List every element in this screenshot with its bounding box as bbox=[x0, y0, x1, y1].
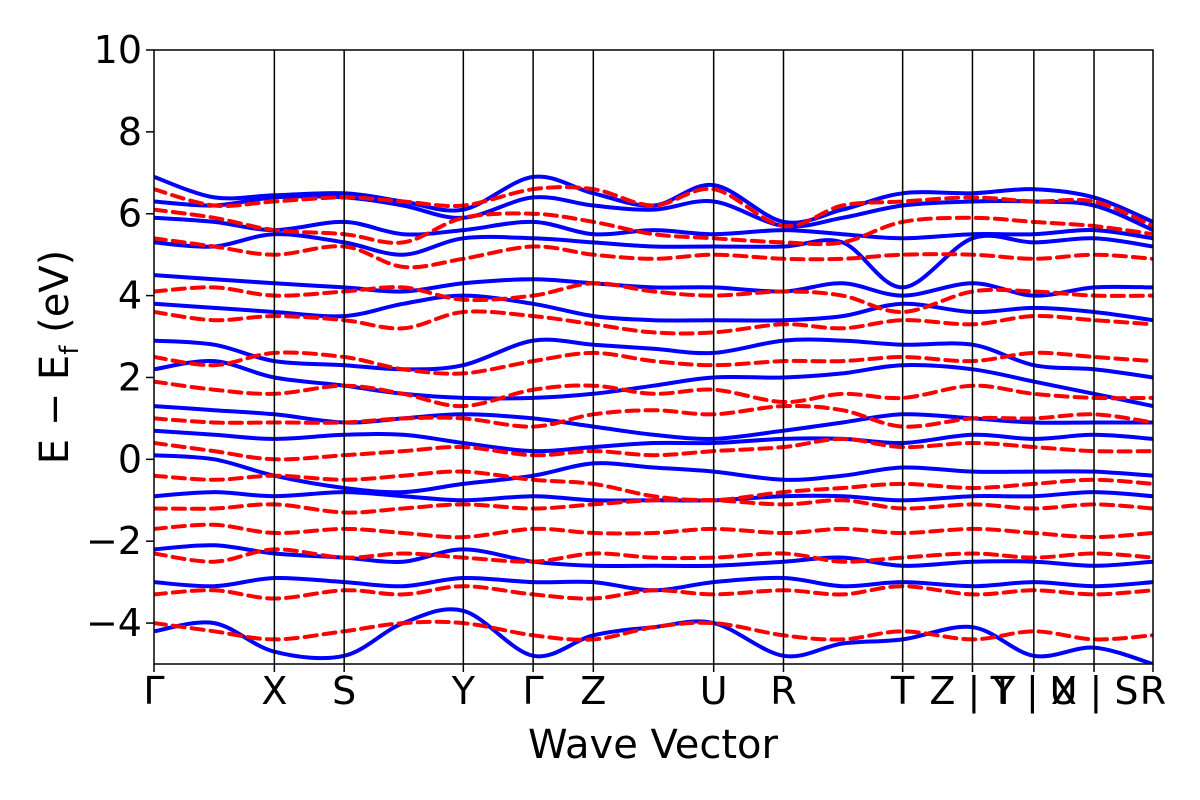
band-solid-blue-3 bbox=[154, 232, 1153, 290]
band-dashed-red-9 bbox=[154, 469, 1153, 503]
y-axis-title: E − Ef (eV) bbox=[32, 250, 85, 465]
band-solid-blue-10 bbox=[154, 453, 1153, 495]
y-tick-label: 4 bbox=[118, 274, 142, 318]
y-axis-title-prefix: E − E bbox=[32, 355, 78, 465]
x-tick-label: U | S bbox=[1050, 669, 1139, 714]
y-tick-label: 8 bbox=[118, 110, 142, 154]
band-solid-blue-9 bbox=[154, 428, 1153, 454]
y-tick-label: 10 bbox=[94, 28, 142, 72]
x-tick-label: T bbox=[890, 669, 915, 713]
band-solid-blue-4 bbox=[154, 273, 1153, 298]
x-tick-label: Z bbox=[580, 669, 606, 713]
kpoint-divider-lines bbox=[273, 50, 1095, 664]
y-axis-title-subscript: f bbox=[55, 345, 85, 355]
band-dashed-red-12 bbox=[154, 547, 1153, 564]
band-dashed-red-4 bbox=[154, 309, 1153, 336]
x-tick-label: U bbox=[700, 669, 728, 713]
x-tick-label: R bbox=[770, 669, 796, 713]
band-dashed-red-13 bbox=[154, 584, 1153, 601]
band-dashed-red-0 bbox=[154, 185, 1153, 229]
x-tick-label: R bbox=[1140, 669, 1166, 713]
band-dashed-red-7 bbox=[154, 403, 1153, 429]
x-axis-title: Wave Vector bbox=[528, 722, 779, 768]
band-dashed-red-8 bbox=[154, 436, 1153, 462]
band-dashed-red-5 bbox=[154, 350, 1153, 376]
x-tick-label: Z | Y bbox=[929, 669, 1016, 714]
y-axis-ticks: −4 −2 0 2 4 6 8 10 bbox=[86, 28, 154, 645]
band-dashed-red-11 bbox=[154, 522, 1153, 540]
band-solid-blue-5 bbox=[154, 293, 1153, 323]
x-tick-label: Γ bbox=[523, 669, 544, 713]
band-dashed-red-3 bbox=[154, 281, 1153, 315]
x-tick-label: S bbox=[332, 669, 356, 713]
band-dashed-red-1 bbox=[154, 207, 1153, 247]
x-tick-label: Y bbox=[451, 669, 476, 713]
plot-frame bbox=[153, 49, 1154, 665]
y-tick-label: 2 bbox=[118, 355, 142, 399]
band-dashed-red-14 bbox=[154, 619, 1153, 642]
band-dashed-red-6 bbox=[154, 379, 1153, 409]
y-axis-title-suffix: (eV) bbox=[32, 250, 78, 346]
bands-layer bbox=[154, 174, 1153, 664]
x-tick-label: Γ bbox=[143, 669, 164, 713]
y-tick-label: −2 bbox=[86, 519, 142, 563]
y-tick-label: 0 bbox=[118, 437, 142, 481]
band-solid-blue-7 bbox=[154, 358, 1153, 409]
y-tick-label: 6 bbox=[118, 192, 142, 236]
x-tick-label: X bbox=[261, 669, 287, 713]
x-tick-label: T | X bbox=[990, 669, 1077, 714]
band-dashed-red-2 bbox=[154, 236, 1153, 270]
band-dashed-red-10 bbox=[154, 497, 1153, 515]
band-solid-blue-6 bbox=[154, 337, 1153, 380]
y-tick-label: −4 bbox=[86, 601, 142, 645]
